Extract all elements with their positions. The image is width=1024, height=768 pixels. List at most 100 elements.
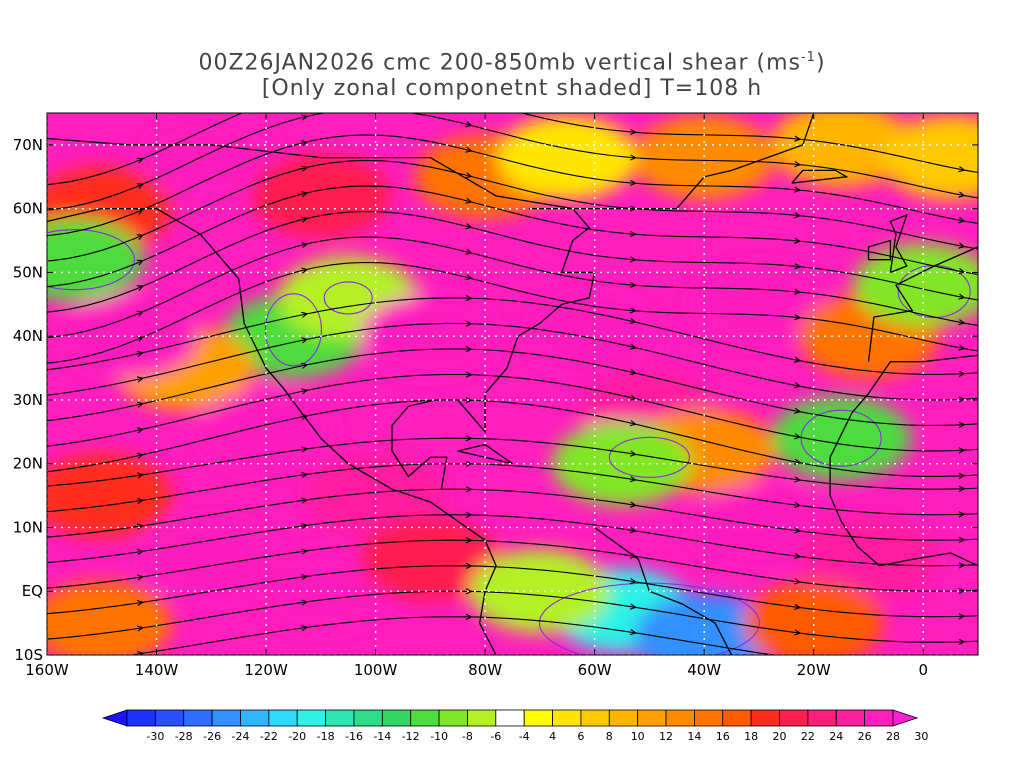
colorbar-label-8: -14	[373, 730, 391, 743]
streamline-0	[127, 616, 778, 655]
streamline-arrow	[465, 146, 473, 153]
streamline-arrow	[958, 613, 966, 620]
streamline-18	[47, 134, 978, 237]
streamline-arrow	[465, 320, 473, 327]
streamline-arrow	[958, 166, 966, 173]
streamline-arrow	[794, 407, 802, 414]
streamline-arrow	[794, 135, 802, 142]
streamline-arrow	[301, 599, 309, 606]
colorbar-label-25: 26	[858, 730, 872, 743]
shear-cell-15	[688, 262, 829, 347]
streamline-12	[47, 297, 978, 375]
x-tick-label-8: 0	[918, 661, 928, 679]
colorbar-label-21: 18	[744, 730, 758, 743]
streamline-arrow	[629, 552, 637, 559]
streamline-20	[47, 113, 978, 186]
colorbar-label-10: -10	[430, 730, 448, 743]
streamline-arrow	[794, 476, 802, 483]
shear-cell-8	[880, 115, 978, 200]
streamline-arrow	[465, 172, 473, 179]
streamline-arrow	[301, 114, 309, 121]
colorbar-low-arrow	[101, 709, 128, 727]
streamline-arrow	[301, 242, 309, 249]
streamline-arrow	[629, 578, 637, 585]
streamline-arrow	[301, 471, 309, 479]
colorbar-swatch-21	[722, 709, 752, 727]
streamline-arrow	[301, 337, 309, 344]
streamline-arrow	[629, 450, 637, 457]
streamline-arrow	[958, 370, 966, 377]
colorbar-label-19: 14	[687, 730, 701, 743]
streamline-arrow	[301, 90, 307, 95]
colorbar-swatch-14	[523, 709, 553, 727]
colorbar-swatch-4	[240, 709, 270, 727]
streamline-arrow	[465, 613, 473, 620]
shear-cell-7	[771, 113, 912, 187]
shear-cell-32	[469, 549, 610, 634]
zero-contour-2	[323, 281, 373, 315]
plot-frame	[46, 112, 979, 656]
streamline-arrow	[465, 121, 473, 128]
streamline-arrow	[629, 179, 637, 187]
streamline-arrow	[136, 650, 145, 655]
colorbar-swatch-20	[694, 709, 724, 727]
streamline-arrow	[958, 242, 966, 249]
streamline-arrow	[794, 263, 802, 270]
streamline-arrow	[794, 314, 802, 321]
streamline-arrow	[794, 356, 802, 363]
streamline-11	[47, 322, 978, 401]
colorbar-label-9: -12	[402, 730, 420, 743]
colorbar-label-27: 30	[914, 730, 928, 743]
zero-contour-6	[538, 582, 760, 655]
shear-cell-22	[196, 389, 337, 474]
streamline-arrow	[794, 288, 802, 295]
streamline-arrow	[794, 552, 802, 560]
streamline-10	[47, 348, 978, 426]
x-tick-label-5: 60W	[578, 661, 612, 679]
colorbar-label-18: 12	[659, 730, 673, 743]
y-tick-label-8: 70N	[13, 136, 43, 154]
colorbar-swatch-19	[665, 709, 695, 727]
chart-title-line1: 00Z26JAN2026 cmc 200-850mb vertical shea…	[0, 50, 1024, 75]
shear-streamlines	[47, 90, 978, 655]
streamline-arrow	[301, 362, 309, 369]
streamline-arrow	[629, 128, 637, 136]
streamline-arrow	[958, 421, 966, 428]
zero-contour-0	[47, 229, 135, 291]
chart-title-line2: [Only zonal componetnt shaded] T=108 h	[261, 76, 763, 101]
streamline-arrow	[465, 511, 473, 518]
streamline-arrow	[958, 217, 966, 224]
streamline-arrow	[629, 318, 637, 325]
colorbar-label-4: -22	[260, 730, 278, 743]
streamline-arrow	[136, 285, 144, 291]
streamline-arrow	[629, 394, 637, 401]
shear-cell-5	[497, 115, 638, 200]
streamline-arrow	[136, 310, 144, 317]
colorbar-label-24: 24	[829, 730, 843, 743]
streamline-arrow	[465, 460, 473, 467]
shear-cell-12	[59, 294, 200, 379]
streamline-arrow	[136, 234, 144, 240]
streamline-arrow	[958, 536, 966, 543]
streamline-19	[47, 113, 978, 211]
streamline-8	[47, 399, 978, 477]
shear-cell-1	[47, 217, 145, 302]
streamline-3	[47, 539, 978, 592]
streamline-arrow	[794, 161, 802, 168]
streamline-arrow	[465, 562, 473, 569]
colorbar-swatch-12	[467, 709, 497, 727]
colorbar-label-1: -28	[175, 730, 193, 743]
streamline-arrow	[629, 527, 637, 534]
streamline-arrow	[958, 191, 966, 198]
streamline-arrow	[465, 248, 473, 255]
colorbar-label-22: 20	[773, 730, 787, 743]
colorbar-swatch-3	[211, 709, 241, 727]
colorbar-swatch-7	[325, 709, 355, 727]
streamline-arrow	[794, 578, 802, 585]
streamline-arrow	[136, 625, 145, 632]
shear-cell-13	[360, 294, 501, 379]
streamline-arrow	[301, 311, 309, 318]
shear-cell-28	[688, 485, 829, 570]
title-line1-sup: -1	[800, 50, 816, 65]
streamline-arrow	[465, 197, 473, 204]
